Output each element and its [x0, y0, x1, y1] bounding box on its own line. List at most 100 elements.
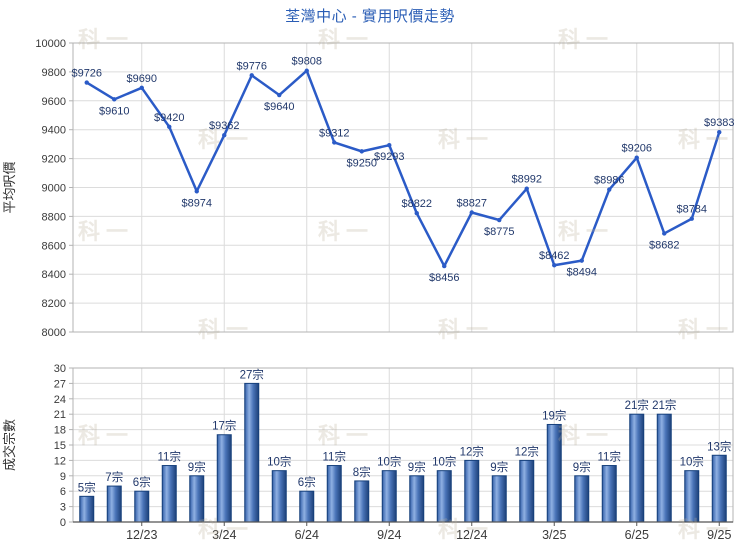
line-point — [84, 80, 89, 85]
line-point — [607, 187, 612, 192]
volume-bar — [106, 485, 122, 523]
y-axis-tick-label: 9 — [60, 471, 66, 483]
line-point — [689, 216, 694, 221]
volume-bar — [216, 434, 232, 523]
y-axis-tick-label: 8800 — [42, 211, 66, 223]
price-data-label: $9250 — [346, 157, 377, 169]
volume-bar — [134, 490, 150, 523]
line-point — [277, 92, 282, 98]
price-data-label: $9312 — [319, 127, 350, 139]
price-data-label: $8986 — [594, 175, 625, 187]
price-data-label: $8784 — [676, 204, 707, 216]
volume-bar — [271, 470, 287, 523]
volume-data-label: 9宗 — [573, 460, 591, 474]
price-data-label: $8822 — [401, 198, 432, 210]
line-point — [304, 68, 309, 73]
y-axis-tick-label: 8200 — [42, 298, 66, 310]
line-point — [634, 155, 639, 160]
volume-bar — [684, 470, 700, 523]
line-point — [414, 211, 419, 216]
y-axis-tick-label: 21 — [54, 409, 66, 421]
volume-data-label: 19宗 — [542, 408, 566, 422]
y-axis-tick-label: 9000 — [42, 183, 66, 195]
volume-data-label: 12宗 — [515, 444, 539, 458]
volume-data-label: 9宗 — [188, 460, 206, 474]
volume-data-label: 10宗 — [680, 455, 704, 469]
volume-data-label: 9宗 — [490, 460, 508, 474]
volume-data-label: 7宗 — [105, 470, 123, 484]
y-axis-tick-label: 9400 — [42, 125, 66, 137]
volume-bar — [189, 475, 205, 523]
y-axis-tick-label: 8000 — [42, 327, 66, 339]
y-axis-tick-label: 27 — [54, 378, 66, 390]
volume-data-label: 10宗 — [267, 455, 291, 469]
price-data-label: $8827 — [456, 197, 487, 209]
y-axis-tick-label: 9200 — [42, 154, 66, 166]
volume-data-label: 9宗 — [408, 460, 426, 474]
y-axis-tick-label: 18 — [54, 425, 66, 437]
volume-data-label: 10宗 — [432, 455, 456, 469]
volume-data-label: 11宗 — [323, 450, 346, 464]
y-axis-tick-label: 9800 — [42, 67, 66, 79]
price-data-label: $9420 — [154, 112, 185, 124]
x-axis-tick-label: 6/24 — [295, 528, 319, 542]
chart-title: 荃灣中心 - 實用呎價走勢 — [285, 8, 455, 25]
volume-data-label: 8宗 — [353, 465, 371, 479]
price-data-label: $8992 — [511, 174, 542, 186]
volume-data-label: 17宗 — [212, 419, 236, 433]
volume-bar — [601, 465, 617, 523]
line-point — [112, 97, 117, 102]
volume-bar — [574, 475, 590, 523]
line-point — [497, 217, 502, 223]
price-data-label: $9293 — [374, 151, 405, 163]
x-axis-tick-label: 12/23 — [126, 528, 157, 542]
volume-bar — [161, 465, 177, 523]
y-axis-title: 成交宗數 — [2, 419, 17, 471]
volume-bar — [409, 475, 425, 523]
price-data-label: $9808 — [291, 56, 322, 68]
price-data-label: $9690 — [126, 73, 157, 85]
volume-bar — [519, 459, 535, 523]
volume-data-label: 13宗 — [707, 439, 731, 453]
line-point — [387, 142, 392, 148]
price-data-label: $8456 — [429, 272, 460, 284]
price-data-label: $9206 — [621, 143, 652, 155]
line-point — [194, 189, 199, 194]
y-axis-tick-label: 12 — [54, 455, 66, 467]
line-point — [222, 132, 227, 138]
plot-border — [72, 42, 734, 333]
line-point — [332, 140, 337, 145]
volume-data-label: 21宗 — [652, 398, 676, 412]
x-axis-tick-label: 3/25 — [542, 528, 566, 542]
volume-bar — [79, 495, 95, 523]
price-data-label: $9776 — [236, 60, 267, 72]
x-axis-tick-label: 3/24 — [212, 528, 236, 542]
price-data-label: $9383 — [704, 117, 735, 129]
y-axis-tick-label: 15 — [54, 440, 66, 452]
volume-bar — [354, 480, 370, 523]
line-point — [442, 263, 447, 269]
y-axis-tick-label: 30 — [54, 363, 66, 375]
price-data-label: $9640 — [264, 101, 295, 113]
y-axis-tick-label: 9600 — [42, 96, 66, 108]
line-point — [167, 124, 172, 130]
price-data-label: $8974 — [181, 197, 212, 209]
y-axis-tick-label: 8400 — [42, 269, 66, 281]
price-data-label: $8462 — [539, 250, 570, 262]
volume-data-label: 11宗 — [158, 450, 181, 464]
line-point — [717, 129, 722, 135]
volume-bar — [436, 470, 452, 523]
volume-data-label: 5宗 — [78, 480, 96, 494]
price-data-label: $8494 — [566, 267, 597, 279]
volume-bar — [326, 465, 342, 523]
line-point — [579, 258, 584, 263]
price-line-series — [85, 69, 721, 268]
volume-data-label: 27宗 — [240, 367, 264, 381]
volume-bar — [381, 470, 397, 523]
volume-data-label: 6宗 — [298, 475, 316, 489]
x-axis-tick-label: 12/24 — [456, 528, 487, 542]
volume-data-label: 11宗 — [598, 450, 621, 464]
line-point — [359, 149, 364, 154]
price-data-label: $9362 — [209, 120, 240, 132]
